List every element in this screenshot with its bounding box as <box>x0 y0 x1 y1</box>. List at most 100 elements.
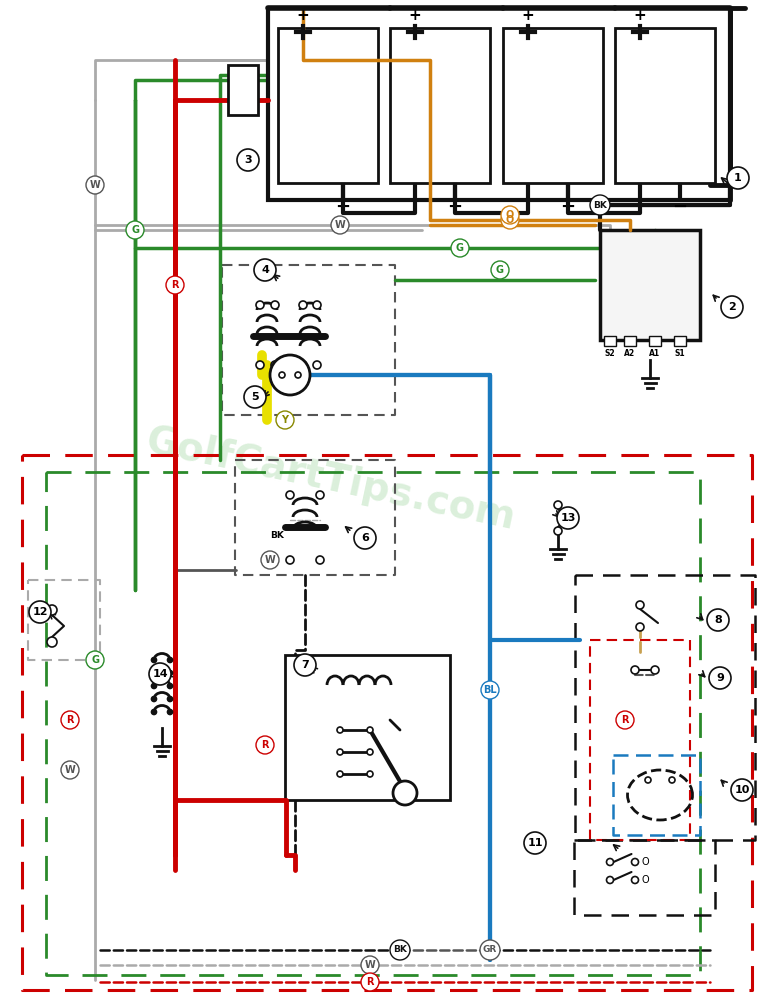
Circle shape <box>607 858 614 865</box>
Circle shape <box>256 361 264 369</box>
Text: 6: 6 <box>361 533 369 543</box>
Circle shape <box>337 771 343 777</box>
Circle shape <box>524 832 546 854</box>
Circle shape <box>501 211 519 229</box>
Bar <box>604 336 616 346</box>
Text: 14: 14 <box>152 669 168 679</box>
Circle shape <box>337 749 343 755</box>
Circle shape <box>480 940 500 960</box>
Circle shape <box>721 296 743 318</box>
Text: G: G <box>496 265 504 275</box>
Circle shape <box>707 609 729 631</box>
Text: W: W <box>90 180 101 190</box>
Bar <box>649 336 661 346</box>
Circle shape <box>279 372 285 378</box>
Bar <box>268 8 730 200</box>
Bar <box>600 230 700 340</box>
Text: 12: 12 <box>32 607 48 617</box>
Text: W: W <box>365 960 376 970</box>
Circle shape <box>501 206 519 224</box>
Circle shape <box>256 301 264 309</box>
Circle shape <box>167 657 173 662</box>
Text: O: O <box>641 875 649 885</box>
Circle shape <box>367 771 373 777</box>
Text: 5: 5 <box>251 392 259 402</box>
Circle shape <box>651 666 659 674</box>
Bar <box>228 65 258 115</box>
Circle shape <box>709 667 731 689</box>
Text: +: + <box>521 9 535 24</box>
Circle shape <box>367 749 373 755</box>
Circle shape <box>271 361 279 369</box>
Text: BK: BK <box>593 201 607 210</box>
Circle shape <box>166 276 184 294</box>
Circle shape <box>331 216 349 234</box>
Circle shape <box>61 761 79 779</box>
Circle shape <box>167 696 173 701</box>
Circle shape <box>151 683 157 688</box>
Text: 2: 2 <box>728 302 736 312</box>
Text: R: R <box>171 280 179 290</box>
Text: R: R <box>66 715 74 725</box>
Text: +: + <box>296 9 310 24</box>
Circle shape <box>294 654 316 676</box>
Text: A2: A2 <box>624 350 636 359</box>
Text: −: − <box>448 198 462 216</box>
Circle shape <box>244 386 266 408</box>
Circle shape <box>299 301 307 309</box>
Text: 1: 1 <box>734 173 742 183</box>
Circle shape <box>167 670 173 675</box>
Circle shape <box>313 301 321 309</box>
Text: +: + <box>409 9 422 24</box>
Circle shape <box>256 736 274 754</box>
Circle shape <box>727 167 749 189</box>
Circle shape <box>636 601 644 609</box>
Bar <box>503 28 603 183</box>
Circle shape <box>554 501 562 509</box>
Text: R: R <box>621 715 629 725</box>
Text: GR: GR <box>483 945 497 954</box>
Text: 11: 11 <box>528 838 543 848</box>
Text: GolfCartTips.com: GolfCartTips.com <box>142 423 518 537</box>
Text: G: G <box>456 243 464 253</box>
Circle shape <box>316 491 324 499</box>
Circle shape <box>636 623 644 631</box>
Circle shape <box>86 176 104 194</box>
Circle shape <box>29 601 51 623</box>
Circle shape <box>47 637 57 647</box>
Circle shape <box>451 239 469 257</box>
Circle shape <box>361 973 379 991</box>
Bar <box>278 28 378 183</box>
Bar <box>390 28 490 183</box>
Circle shape <box>271 301 279 309</box>
Circle shape <box>554 527 562 535</box>
Circle shape <box>393 781 417 805</box>
Circle shape <box>286 491 294 499</box>
Text: O: O <box>506 210 514 220</box>
Circle shape <box>316 556 324 564</box>
Text: BL: BL <box>483 685 497 695</box>
Text: W: W <box>265 555 276 565</box>
Text: 10: 10 <box>734 785 750 795</box>
Circle shape <box>126 221 144 239</box>
Circle shape <box>151 696 157 701</box>
Text: 4: 4 <box>261 265 269 275</box>
Text: 9: 9 <box>716 673 724 683</box>
Text: Y: Y <box>282 415 289 425</box>
Circle shape <box>61 711 79 729</box>
Circle shape <box>669 777 675 783</box>
Text: G: G <box>91 655 99 665</box>
Text: 13: 13 <box>561 513 576 523</box>
Circle shape <box>47 605 57 615</box>
Circle shape <box>167 709 173 714</box>
Circle shape <box>237 149 259 171</box>
Circle shape <box>337 727 343 733</box>
Text: BK: BK <box>270 530 284 539</box>
Circle shape <box>286 556 294 564</box>
Circle shape <box>295 372 301 378</box>
Circle shape <box>270 355 310 395</box>
Circle shape <box>590 195 610 215</box>
Bar <box>674 336 686 346</box>
Text: −: − <box>336 198 350 216</box>
Circle shape <box>557 507 579 529</box>
